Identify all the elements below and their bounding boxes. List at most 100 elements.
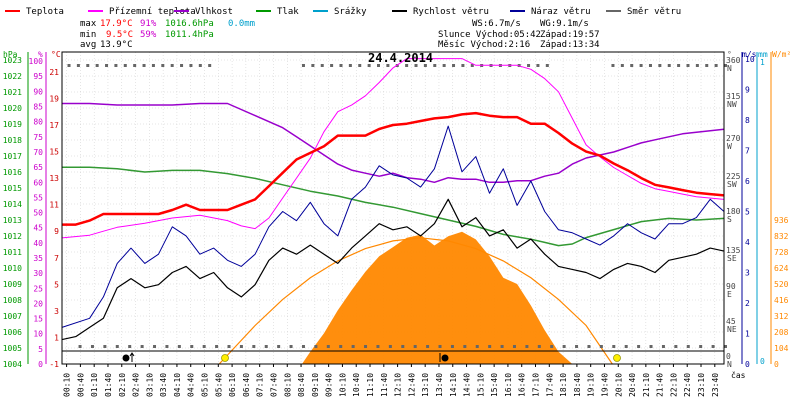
wind-direction-mark <box>227 345 231 348</box>
legend-item-rychlost-vetru: Rychlost větru <box>392 7 489 17</box>
axis-hpa-tick: 1004 <box>3 360 22 369</box>
axis-ms: m/s 0 1 2 3 4 5 6 7 8 9 10 <box>741 50 757 369</box>
axis-x-tick: 20:10 <box>614 373 623 397</box>
wind-direction-mark <box>142 64 146 67</box>
axis-percent-tick: 65 <box>33 163 43 172</box>
stat-min-temp: 9.5°C <box>106 30 133 40</box>
solar-theoretical-curve <box>218 237 613 365</box>
wind-direction-mark <box>105 64 109 67</box>
axis-x-tick: 03:10 <box>145 373 154 397</box>
axis-x-tick: 03:40 <box>159 373 168 397</box>
axis-hpa-tick: 1023 <box>3 56 22 65</box>
wind-direction-mark <box>320 64 324 67</box>
wind-direction-mark <box>311 64 315 67</box>
stats-block: max 17.9°C 91% 1016.6hPa 0.0mm min 9.5°C… <box>80 19 600 50</box>
axis-wm2-tick: 104 <box>774 344 789 353</box>
sunrise-marker-icon <box>221 354 229 362</box>
axis-ms-tick: 9 <box>745 86 750 95</box>
axis-x-tick: 17:10 <box>532 373 541 397</box>
axis-wm2-tick: 416 <box>774 296 789 305</box>
wind-direction-mark <box>388 345 392 348</box>
wind-direction-mark <box>114 64 118 67</box>
axis-hpa-tick: 1005 <box>3 344 22 353</box>
wind-direction-mark <box>624 345 628 348</box>
stat-min-label: min <box>80 30 96 40</box>
axis-x-tick: 09:40 <box>325 373 334 397</box>
legend-label: Teplota <box>26 7 64 17</box>
axis-hpa-label: hPa <box>3 50 18 59</box>
axis-celsius-tick: 5 <box>54 280 59 289</box>
wind-direction-mark <box>301 345 305 348</box>
wind-direction-mark <box>198 64 202 67</box>
bottom-markers <box>62 350 724 362</box>
stat-min-press: 1011.4hPa <box>165 30 214 40</box>
axis-hpa-tick: 1016 <box>3 168 22 177</box>
axis-hpa-tick: 1006 <box>3 328 22 337</box>
wind-direction-mark <box>414 64 418 67</box>
wind-direction-mark <box>348 64 352 67</box>
axis-x-tick: 12:40 <box>407 373 416 397</box>
wind-direction-mark <box>545 64 549 67</box>
wind-wg: WG:9.1m/s <box>540 19 589 29</box>
legend-item-naraz-vetru: Náraz větru <box>510 7 591 17</box>
legend-item-smer-vetru: Směr větru <box>606 7 681 17</box>
axis-mm-label: mm <box>758 50 768 59</box>
axis-x-tick: 04:10 <box>173 373 182 397</box>
wind-direction-mark <box>452 64 456 67</box>
legend-label: Vlhkost <box>195 7 233 17</box>
wind-direction-mark <box>620 64 624 67</box>
wind-direction-mark <box>76 64 80 67</box>
wind-direction-mark <box>724 64 727 67</box>
wind-direction-mark <box>423 64 427 67</box>
wind-direction-mark <box>630 64 634 67</box>
wind-direction-mark <box>612 345 616 348</box>
axis-percent-tick: 35 <box>33 254 43 263</box>
axis-ms-tick: 5 <box>745 208 750 217</box>
axis-hpa-tick: 1020 <box>3 104 22 113</box>
axis-x-tick: 06:10 <box>228 373 237 397</box>
axis-percent-tick: 15 <box>33 315 43 324</box>
wind-direction-mark <box>463 345 467 348</box>
wind-direction-mark <box>575 345 579 348</box>
axis-x-tick: 15:10 <box>476 373 485 397</box>
wind-direction-mark <box>488 345 492 348</box>
axis-wm2-tick: 728 <box>774 248 789 257</box>
axis-x-tick: 11:40 <box>380 373 389 397</box>
stat-max-hum: 91% <box>140 19 157 29</box>
wind-direction-mark <box>377 64 381 67</box>
moonrise-arrowhead-icon <box>129 352 135 357</box>
sunset-marker-icon <box>613 354 621 362</box>
wind-direction-mark <box>711 345 715 348</box>
wind-direction-mark <box>639 64 643 67</box>
wind-direction-mark <box>364 345 368 348</box>
wind-direction-mark <box>661 345 665 348</box>
axis-x-tick: 05:10 <box>201 373 210 397</box>
axis-percent-tick: 50 <box>33 209 43 218</box>
axis-hpa-tick: 1013 <box>3 216 22 225</box>
axis-x-tick: 11:10 <box>366 373 375 397</box>
wind-direction-mark <box>153 345 157 348</box>
wind-direction-mark <box>512 345 516 348</box>
axis-x-tick: 17:40 <box>545 373 554 397</box>
axis-wm2-tick: 936 <box>774 216 789 225</box>
wind-direction-mark <box>67 64 71 67</box>
wind-direction-mark <box>95 64 99 67</box>
wind-gust-line <box>61 125 725 328</box>
legend-item-srazky: Srážky <box>313 7 367 17</box>
axis-x-tick: 23:40 <box>711 373 720 397</box>
axis-celsius-tick: 17 <box>49 121 59 130</box>
wind-direction-mark <box>714 64 718 67</box>
axis-x-tick: 08:10 <box>283 373 292 397</box>
legend-label: Rychlost větru <box>413 7 489 17</box>
axis-percent-tick: 80 <box>33 118 43 127</box>
axis-direction-letter: E <box>727 290 732 299</box>
axis-hpa-tick: 1017 <box>3 152 22 161</box>
wind-direction-mark <box>536 64 540 67</box>
wind-direction-mark <box>330 64 334 67</box>
axis-percent: % 0 5 10 15 20 25 30 35 40 45 50 55 60 65 70 75 80 85 90 95 1… <box>29 50 47 369</box>
legend-item-tlak: Tlak <box>256 7 299 17</box>
wind-direction-mark <box>442 64 446 67</box>
